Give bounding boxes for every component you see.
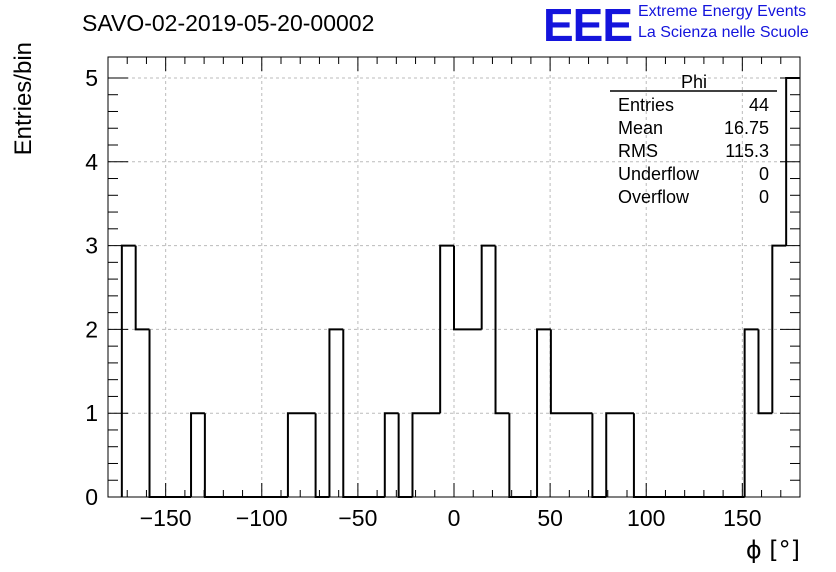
histogram-bin [120, 244, 136, 497]
stats-label: Mean [618, 118, 663, 138]
y-tick-label: 1 [85, 400, 98, 426]
histogram-bin [508, 413, 538, 498]
stats-value: 16.75 [724, 118, 769, 138]
stats-value: 44 [749, 95, 769, 115]
histogram-bin [328, 328, 344, 497]
stats-value: 0 [759, 164, 769, 184]
histogram-bin [480, 244, 496, 330]
histogram-bin [743, 328, 759, 497]
x-tick-label: −100 [236, 505, 288, 531]
stats-box: Phi Entries 44 Mean 16.75 RMS 115.3 Underflow 0… [610, 72, 777, 207]
histogram-bin [591, 413, 607, 498]
y-tick-label: 4 [85, 149, 98, 175]
y-tick-label: 2 [85, 316, 98, 342]
stats-value: 0 [759, 187, 769, 207]
histogram-bin [453, 245, 482, 331]
y-axis-title: Entries/bin [10, 42, 37, 155]
y-tick-label: 0 [85, 484, 98, 510]
histogram-bin [314, 413, 330, 498]
histogram-bin [757, 329, 773, 415]
stats-value: 115.3 [725, 141, 769, 161]
stats-label: RMS [618, 141, 658, 161]
y-tick-label: 3 [85, 233, 98, 259]
histogram-bin [190, 412, 205, 497]
y-tick-label: 5 [85, 65, 98, 91]
x-tick-label: −50 [338, 505, 377, 531]
x-tick-label: −150 [140, 505, 192, 531]
grid-layer [108, 57, 800, 497]
ticks-layer [108, 57, 800, 498]
x-tick-label: 0 [448, 505, 461, 531]
histogram-bin [536, 328, 551, 497]
stats-label: Overflow [618, 187, 690, 207]
histogram-bin [411, 412, 441, 497]
histogram-bin [605, 412, 634, 497]
logo-line-2: La Scienza nelle Scuole [638, 24, 809, 41]
labels-layer: −150 −100 −50 0 50 100 150 0 1 2 3 4 5 [85, 65, 761, 531]
histogram-bin [397, 413, 413, 498]
stats-label: Underflow [618, 164, 700, 184]
stats-title: Phi [681, 72, 707, 92]
eee-logo: EEE [543, 0, 633, 51]
histogram-bin [494, 245, 510, 415]
x-tick-label: 100 [627, 505, 665, 531]
histogram-bin [439, 244, 454, 414]
x-tick-label: 50 [537, 505, 563, 531]
histogram-bin [286, 412, 316, 497]
logo-line-1: Extreme Energy Events [638, 3, 807, 20]
histogram-bin [134, 245, 150, 331]
histogram-bin [632, 413, 745, 498]
histogram-bin [383, 412, 399, 497]
x-tick-label: 150 [723, 505, 761, 531]
stats-rows: Entries 44 Mean 16.75 RMS 115.3 Underflow 0 Over… [618, 95, 769, 207]
x-axis-title: ϕ [°] [746, 536, 800, 564]
histogram-layer [120, 76, 800, 498]
page-title: SAVO-02-2019-05-20-00002 [82, 10, 375, 36]
stats-label: Entries [618, 95, 674, 115]
histogram-bin [203, 413, 288, 498]
histogram-bin [549, 329, 593, 415]
